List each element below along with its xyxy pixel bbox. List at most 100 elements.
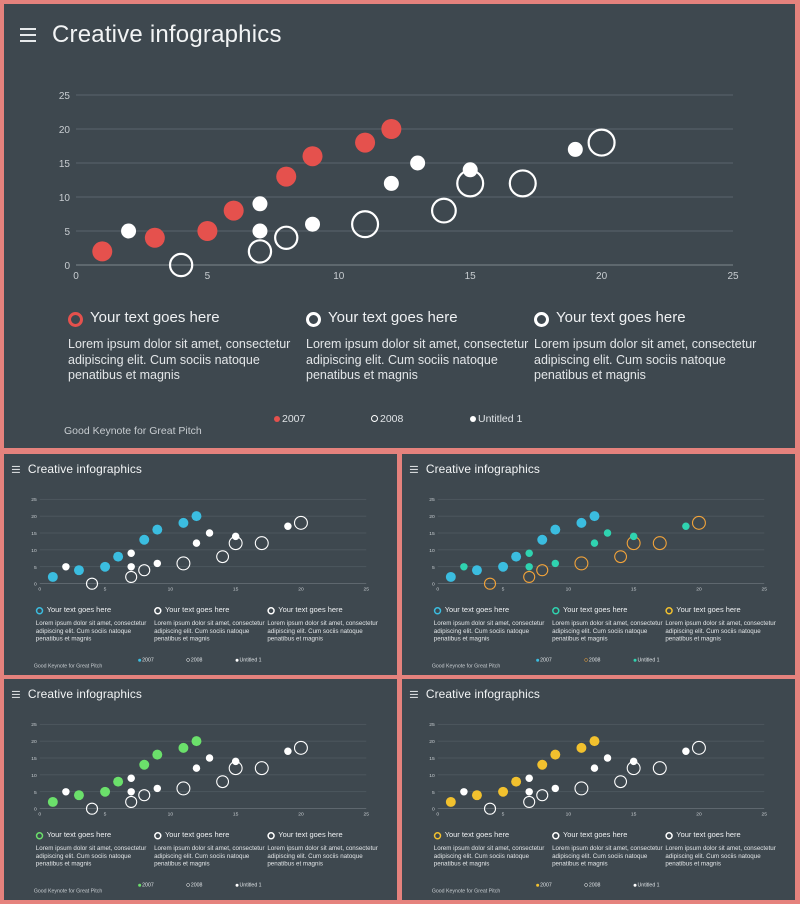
point-untitled-1 (192, 539, 201, 547)
y-tick-label: 20 (429, 739, 435, 745)
y-tick-label: 15 (59, 159, 71, 170)
x-tick-label: 0 (436, 587, 439, 593)
y-tick-label: 5 (64, 227, 70, 238)
point-2007 (178, 742, 189, 753)
point-2007 (576, 742, 587, 753)
legend-marker-icon (371, 415, 378, 422)
point-2008 (274, 225, 299, 250)
point-2007 (537, 534, 548, 545)
point-untitled-1 (629, 532, 638, 541)
x-tick-label: 5 (104, 587, 107, 593)
section-body: Lorem ipsum dolor sit amet, consectetur … (154, 844, 265, 867)
point-untitled-1 (205, 529, 214, 537)
x-tick-label: 20 (696, 812, 702, 818)
ring-marker-icon (154, 832, 162, 840)
point-2007 (191, 736, 202, 747)
ring-marker-icon (306, 312, 321, 327)
point-2007 (550, 749, 561, 760)
text-section-2: Your text goes here Lorem ipsum dolor sit… (552, 606, 666, 643)
slide-variant-blue: Creative infographics 0 5 10 15 20 25 0 5 10 15 20 2… (4, 454, 397, 675)
point-2008 (138, 789, 151, 802)
ring-marker-icon (35, 832, 44, 840)
x-tick-label: 0 (38, 587, 41, 593)
point-2008 (125, 570, 138, 583)
point-untitled-1 (62, 563, 70, 571)
section-heading: Your text goes here (676, 830, 741, 840)
menu-icon[interactable] (20, 28, 36, 42)
legend-marker-icon (584, 883, 588, 887)
point-2008 (523, 570, 536, 583)
legend-label: 2007 (282, 413, 306, 425)
x-tick-label: 10 (566, 587, 572, 593)
section-heading: Your text goes here (278, 605, 343, 615)
point-untitled-1 (460, 788, 468, 796)
legend-item-3: Untitled 1 (470, 413, 522, 425)
point-untitled-1 (127, 549, 135, 558)
ring-marker-icon (552, 607, 560, 615)
y-tick-label: 5 (34, 565, 37, 571)
legend-label: Untitled 1 (478, 413, 523, 425)
point-2008 (125, 795, 138, 808)
x-tick-label: 25 (761, 587, 767, 593)
bubble-chart: 0 5 10 15 20 25 0 5 10 15 20 25 (31, 497, 369, 593)
point-untitled-1 (252, 223, 268, 239)
legend-label: 2007 (142, 882, 154, 889)
ring-marker-icon (267, 832, 275, 840)
legend-item-2: 2008 (371, 413, 403, 425)
x-tick-label: 15 (465, 271, 477, 282)
text-section-3: Your text goes here Lorem ipsum dolor sit… (665, 606, 779, 643)
legend-item-1: 2007 (274, 413, 305, 425)
point-2007 (537, 759, 548, 770)
y-tick-label: 20 (429, 514, 435, 520)
point-2007 (47, 796, 58, 807)
point-2008 (293, 740, 308, 755)
x-tick-label: 5 (205, 271, 211, 282)
point-2008 (536, 789, 549, 802)
text-section-3: Your text goes here Lorem ipsum dolor sit… (267, 831, 381, 868)
point-2008 (483, 577, 497, 590)
y-tick-label: 15 (31, 756, 37, 762)
y-tick-label: 10 (31, 773, 37, 779)
legend-label: Untitled 1 (239, 657, 262, 664)
menu-icon[interactable] (409, 690, 418, 698)
x-tick-label: 25 (727, 271, 739, 282)
point-2008 (508, 169, 537, 198)
y-tick-label: 15 (429, 531, 435, 537)
ring-marker-icon (68, 312, 83, 327)
text-section-1: Your text goes here Lorem ipsum dolor sit… (68, 309, 298, 384)
section-heading: Your text goes here (46, 605, 112, 615)
x-tick-label: 5 (502, 587, 505, 593)
point-2007 (178, 517, 189, 528)
menu-icon[interactable] (11, 465, 20, 473)
x-tick-label: 20 (596, 271, 608, 282)
text-section-2: Your text goes here Lorem ipsum dolor sit… (154, 606, 268, 643)
point-2008 (216, 550, 230, 564)
menu-icon[interactable] (11, 690, 20, 698)
section-body: Lorem ipsum dolor sit amet, consectetur … (433, 844, 545, 867)
section-body: Lorem ipsum dolor sit amet, consectetur … (306, 337, 529, 382)
point-2007 (355, 132, 376, 153)
point-2007 (589, 511, 600, 522)
legend-item-1: 2007 (536, 882, 552, 888)
y-tick-label: 0 (64, 261, 70, 272)
section-heading: Your text goes here (164, 605, 230, 615)
point-2008 (138, 564, 151, 577)
section-body: Lorem ipsum dolor sit amet, consectetur … (35, 844, 147, 867)
point-2007 (197, 221, 218, 241)
point-2007 (589, 736, 600, 747)
slide-variant-green: Creative infographics 0 5 10 15 20 25 0 5 10 15 20 2… (4, 679, 397, 900)
point-2007 (498, 561, 509, 572)
menu-icon[interactable] (409, 465, 418, 473)
point-untitled-1 (525, 788, 533, 796)
point-2008 (652, 761, 667, 776)
section-body: Lorem ipsum dolor sit amet, consectetur … (267, 844, 378, 867)
point-2008 (216, 775, 230, 789)
section-heading: Your text goes here (328, 309, 458, 326)
point-untitled-1 (590, 539, 599, 547)
x-tick-label: 10 (168, 812, 174, 818)
section-heading: Your text goes here (90, 309, 220, 326)
y-tick-label: 25 (429, 722, 435, 728)
legend-label: Untitled 1 (637, 657, 660, 664)
legend-marker-icon (470, 416, 476, 422)
legend-marker-icon (235, 658, 239, 662)
